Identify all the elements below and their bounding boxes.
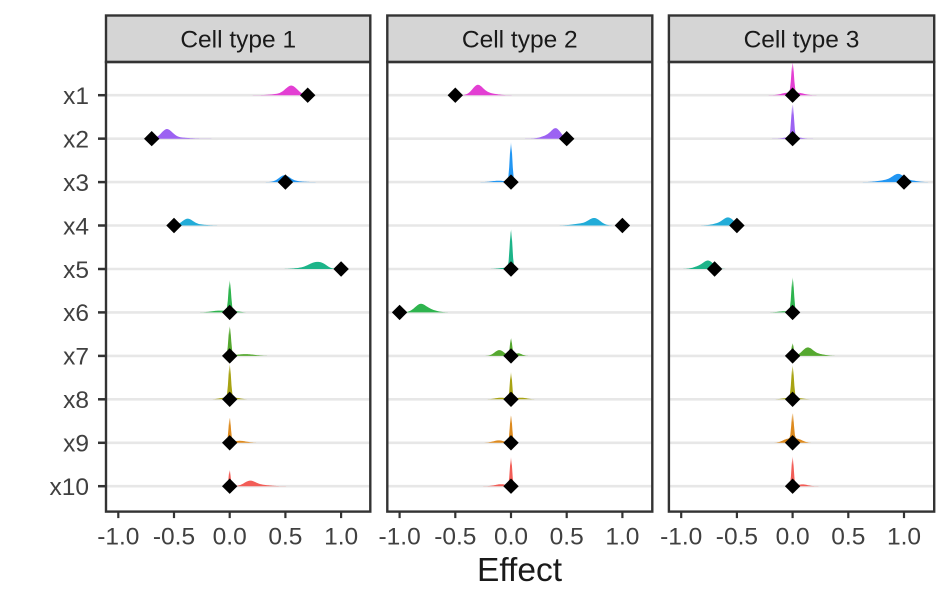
- svg-text:0.5: 0.5: [831, 523, 865, 550]
- svg-text:x7: x7: [63, 344, 89, 371]
- svg-text:1.0: 1.0: [605, 523, 639, 550]
- svg-text:Effect: Effect: [477, 552, 563, 589]
- svg-text:x10: x10: [49, 474, 89, 501]
- svg-text:x3: x3: [63, 170, 89, 197]
- svg-text:-1.0: -1.0: [97, 523, 139, 550]
- svg-text:0.0: 0.0: [776, 523, 810, 550]
- svg-text:0.0: 0.0: [494, 523, 528, 550]
- svg-text:x5: x5: [63, 257, 89, 284]
- svg-text:x1: x1: [63, 83, 89, 110]
- svg-text:-0.5: -0.5: [716, 523, 758, 550]
- svg-text:1.0: 1.0: [324, 523, 358, 550]
- svg-text:-1.0: -1.0: [378, 523, 420, 550]
- svg-text:Cell type 3: Cell type 3: [744, 27, 860, 54]
- svg-text:-1.0: -1.0: [660, 523, 702, 550]
- svg-text:x6: x6: [63, 300, 89, 327]
- svg-text:x4: x4: [63, 213, 89, 240]
- svg-text:-0.5: -0.5: [153, 523, 195, 550]
- svg-text:0.5: 0.5: [268, 523, 302, 550]
- svg-text:x8: x8: [63, 387, 89, 414]
- svg-text:Cell type 1: Cell type 1: [180, 27, 296, 54]
- svg-text:0.5: 0.5: [550, 523, 584, 550]
- svg-text:-0.5: -0.5: [434, 523, 476, 550]
- svg-text:x9: x9: [63, 431, 89, 458]
- svg-text:x2: x2: [63, 127, 89, 154]
- svg-text:Cell type 2: Cell type 2: [462, 27, 578, 54]
- svg-text:1.0: 1.0: [887, 523, 921, 550]
- svg-text:0.0: 0.0: [213, 523, 247, 550]
